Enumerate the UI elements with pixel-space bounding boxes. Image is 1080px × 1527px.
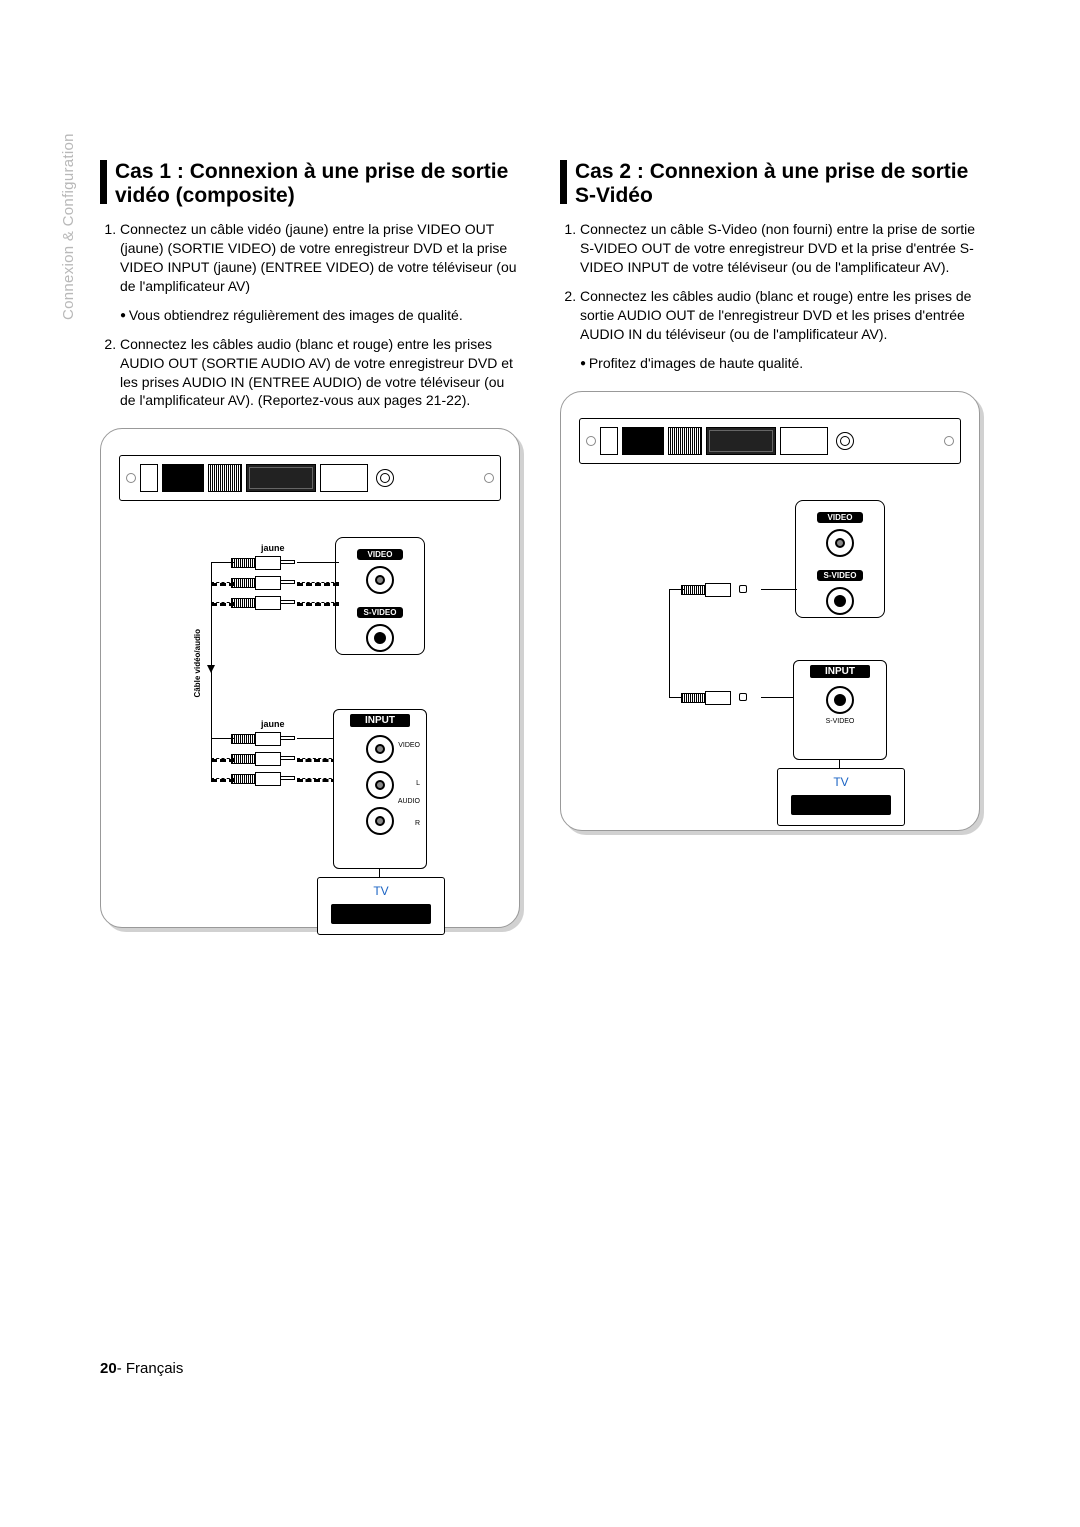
diagram-cas2: VIDEO S-VIDEO [560, 391, 980, 831]
page-body: Cas 1 : Connexion à une prise de sortie … [100, 160, 980, 928]
cable-plug [231, 595, 295, 609]
cas2-step2: Connectez les câbles audio (blanc et rou… [580, 287, 980, 344]
cable-plug [231, 751, 295, 765]
heading-cas1: Cas 1 : Connexion à une prise de sortie … [100, 160, 520, 208]
tv-screen [331, 904, 431, 924]
svideo-plug [681, 582, 761, 596]
label-tv: TV [318, 884, 444, 898]
label-jaune-top: jaune [261, 543, 285, 553]
fan-icon [376, 469, 394, 487]
label-L: L [416, 780, 420, 787]
label-audio-sm: AUDIO [398, 798, 420, 805]
label-video: VIDEO [357, 549, 403, 560]
heading-cas2: Cas 2 : Connexion à une prise de sortie … [560, 160, 980, 208]
column-1: Cas 1 : Connexion à une prise de sortie … [100, 160, 520, 928]
cas1-step2: Connectez les câbles audio (blanc et rou… [120, 335, 520, 411]
label-svideo-sm: S-VIDEO [794, 718, 886, 725]
heading-text-1: Cas 1 : Connexion à une prise de sortie … [115, 160, 520, 208]
heading-text-2: Cas 2 : Connexion à une prise de sortie … [575, 160, 980, 208]
svideo-out [826, 587, 854, 615]
cas2-bullet: Profitez d'images de haute qualité. [580, 354, 980, 373]
rca-audio-r [366, 807, 394, 835]
dvd-out-connectors: VIDEO S-VIDEO [795, 500, 885, 618]
side-tab: Connexion & Configuration [60, 133, 77, 320]
label-input: INPUT [810, 665, 870, 678]
rca-video-out [366, 566, 394, 594]
fan-icon [836, 432, 854, 450]
tv-input-connectors: INPUT S-VIDEO [793, 660, 887, 760]
dvd-device-back [119, 455, 501, 501]
svideo-plug [681, 690, 761, 704]
cable-plug [231, 575, 295, 589]
column-2: Cas 2 : Connexion à une prise de sortie … [560, 160, 980, 928]
heading-bar [100, 160, 107, 204]
page-footer: 20- Français [100, 1360, 183, 1377]
footer-lang: - Français [117, 1360, 184, 1377]
tv-input-connectors: INPUT VIDEO L AUDIO R [333, 709, 427, 869]
cas1-bullet1: Vous obtiendrez régulièrement des images… [120, 306, 520, 325]
svideo-out [366, 624, 394, 652]
label-video: VIDEO [817, 512, 863, 523]
cable-plug [231, 555, 295, 569]
tv-screen [791, 795, 891, 815]
diagram-cas1: VIDEO S-VIDEO jaune jaune [100, 428, 520, 928]
page-number: 20 [100, 1360, 117, 1377]
rca-audio-l [366, 771, 394, 799]
label-svideo: S-VIDEO [357, 607, 403, 618]
label-svideo: S-VIDEO [817, 570, 863, 581]
label-R: R [415, 820, 420, 827]
label-jaune-bottom: jaune [261, 719, 285, 729]
rca-video-out [826, 529, 854, 557]
rca-video-in [366, 735, 394, 763]
tv-box: TV [777, 768, 905, 826]
dvd-out-connectors: VIDEO S-VIDEO [335, 537, 425, 655]
label-video-sm: VIDEO [398, 742, 420, 749]
cable-plug [231, 731, 295, 745]
label-tv: TV [778, 775, 904, 789]
label-cable-av: Câble vidéo/audio [193, 629, 202, 697]
heading-bar [560, 160, 567, 204]
cable-plug [231, 771, 295, 785]
label-input: INPUT [350, 714, 410, 727]
svideo-in [826, 686, 854, 714]
cas2-step1: Connectez un câble S-Video (non fourni) … [580, 220, 980, 277]
dvd-device-back [579, 418, 961, 464]
tv-box: TV [317, 877, 445, 935]
cas1-step1: Connectez un câble vidéo (jaune) entre l… [120, 220, 520, 296]
